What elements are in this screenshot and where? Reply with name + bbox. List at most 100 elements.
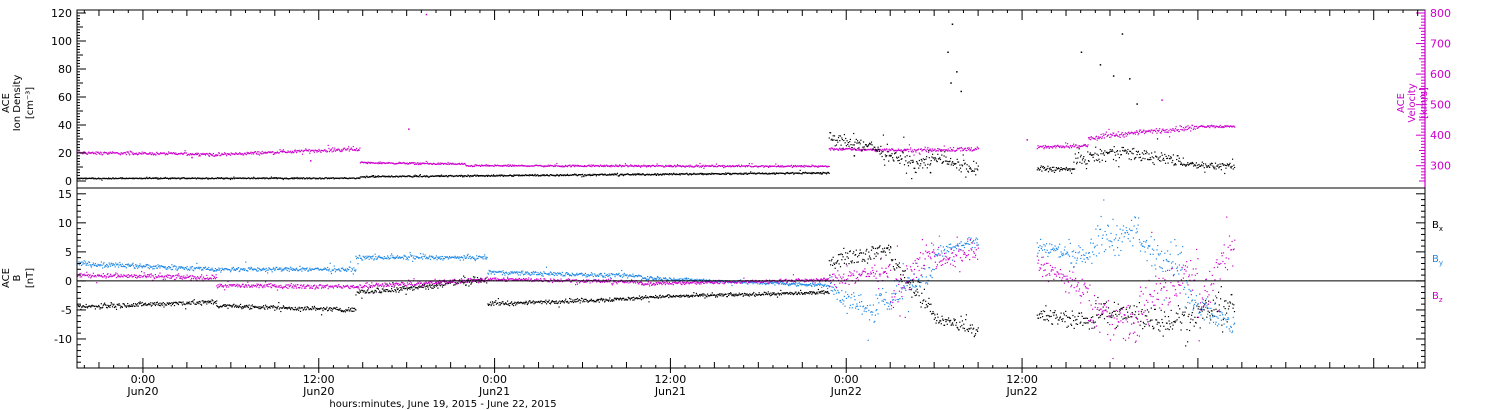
Bx-point	[1049, 310, 1052, 312]
density-point	[253, 177, 255, 179]
density-point	[827, 172, 830, 174]
velocity-point	[98, 152, 100, 154]
Bx-point	[100, 307, 102, 309]
density-point	[932, 153, 934, 155]
density-point	[436, 175, 439, 177]
Bx-point	[222, 305, 224, 307]
density-point	[500, 174, 502, 176]
Bx-point	[79, 304, 81, 307]
density-point	[472, 175, 474, 177]
Bx-point	[566, 301, 568, 303]
Bx-point	[292, 307, 294, 309]
Bx-point	[1074, 316, 1076, 318]
Bx-point	[967, 329, 969, 331]
Bx-point	[1200, 308, 1203, 310]
Bx-point	[189, 301, 191, 303]
Bx-point	[207, 300, 209, 302]
Bx-point	[1183, 314, 1185, 316]
density-point	[400, 175, 402, 177]
density-point	[224, 178, 226, 180]
velocity-point	[218, 152, 220, 154]
velocity-point	[284, 151, 286, 153]
Bx-point	[561, 300, 563, 302]
velocity-point	[292, 150, 294, 152]
density-point	[1153, 157, 1155, 159]
velocity-point	[792, 166, 794, 168]
velocity-point	[804, 165, 806, 167]
velocity-point	[891, 148, 893, 150]
density-point	[1038, 168, 1040, 170]
Bx-point	[303, 307, 306, 309]
density-point	[185, 178, 187, 180]
velocity-point	[635, 165, 637, 167]
density-point	[1095, 146, 1097, 148]
velocity-point	[1232, 125, 1234, 127]
velocity-point	[528, 165, 530, 168]
Bx-point	[408, 287, 410, 289]
density-point	[651, 173, 653, 175]
density-point	[146, 177, 149, 180]
velocity-point	[290, 150, 292, 152]
Bx-point	[487, 304, 490, 306]
density-point	[564, 175, 566, 177]
density-point	[908, 161, 910, 163]
velocity-point	[462, 163, 464, 165]
Bx-point	[231, 306, 233, 308]
velocity-point	[125, 152, 127, 154]
Bx-point	[809, 291, 811, 293]
density-point	[852, 144, 854, 146]
velocity-point	[448, 163, 450, 165]
Bx-point	[913, 291, 915, 293]
Bx-point	[932, 311, 934, 313]
density-point	[843, 134, 845, 136]
density-point	[216, 178, 218, 180]
Bx-point	[921, 302, 923, 305]
Bx-point	[1159, 325, 1162, 327]
velocity-point	[699, 162, 701, 165]
velocity-point	[928, 148, 930, 150]
Bx-point	[1079, 322, 1081, 324]
Bx-point	[457, 282, 459, 284]
density-point	[204, 177, 207, 179]
velocity-point	[386, 162, 388, 164]
velocity-point	[1141, 131, 1144, 133]
velocity-point	[851, 149, 853, 151]
density-point	[1179, 160, 1181, 163]
density-outlier-point	[960, 90, 962, 93]
Bx-point	[1140, 311, 1142, 313]
velocity-point	[346, 148, 348, 150]
density-point	[290, 177, 292, 179]
Bx-point	[962, 327, 964, 329]
velocity-point	[426, 163, 428, 165]
Bx-point	[840, 253, 842, 255]
velocity-point	[185, 152, 187, 154]
Bx-point	[864, 260, 866, 262]
Bx-point	[859, 252, 861, 254]
density-outlier-point	[1129, 78, 1131, 80]
velocity-point	[955, 149, 957, 151]
density-point	[700, 173, 702, 175]
density-point	[1183, 163, 1185, 165]
velocity-point	[556, 165, 559, 167]
density-point	[529, 174, 532, 176]
density-point	[281, 178, 283, 180]
density-point	[263, 177, 265, 179]
velocity-point	[1176, 129, 1179, 132]
velocity-point	[888, 148, 890, 150]
density-point	[171, 177, 174, 179]
density-point	[471, 175, 473, 177]
density-point	[851, 147, 853, 149]
Bx-point	[740, 294, 742, 296]
density-point	[411, 176, 413, 178]
Bx-point	[798, 291, 800, 293]
density-point	[91, 177, 93, 179]
velocity-point	[226, 153, 228, 155]
density-point	[803, 172, 805, 174]
density-point	[406, 176, 408, 178]
density-point	[485, 175, 487, 177]
Bx-point	[1134, 311, 1137, 313]
Bx-point	[868, 251, 870, 253]
velocity-point	[151, 152, 153, 154]
Bx-point	[206, 303, 208, 305]
density-point	[1192, 162, 1194, 164]
